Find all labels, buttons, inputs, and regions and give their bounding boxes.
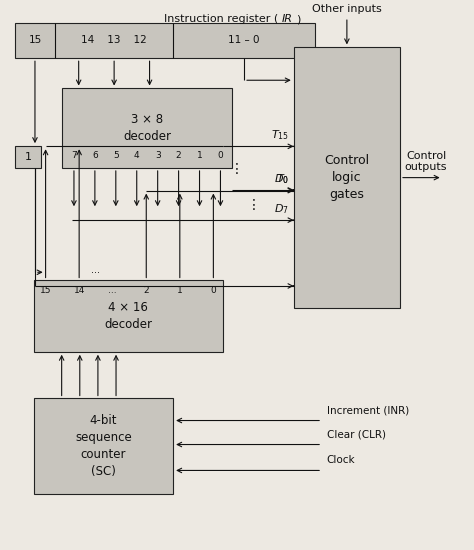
Text: 4 × 16
decoder: 4 × 16 decoder: [104, 301, 152, 331]
Text: 1: 1: [24, 152, 31, 162]
Text: 1: 1: [177, 286, 182, 295]
Text: 4-bit
sequence
counter
(SC): 4-bit sequence counter (SC): [75, 415, 132, 478]
Bar: [15, 23, 315, 58]
Text: 5: 5: [113, 151, 118, 161]
Text: Control
outputs: Control outputs: [405, 151, 447, 172]
Text: 4: 4: [134, 151, 139, 161]
Text: Control
logic
gates: Control logic gates: [324, 154, 369, 201]
Text: IR: IR: [282, 14, 293, 24]
Text: Clock: Clock: [327, 455, 356, 465]
Bar: [34, 280, 223, 352]
Text: Other inputs: Other inputs: [312, 4, 382, 14]
Text: $T_0$: $T_0$: [276, 173, 289, 186]
Text: 2: 2: [144, 286, 149, 295]
Text: 14: 14: [73, 286, 85, 295]
Text: $D_7$: $D_7$: [274, 202, 289, 216]
Text: 0: 0: [210, 286, 216, 295]
Text: ...: ...: [91, 265, 100, 274]
Text: ...: ...: [109, 286, 117, 295]
Text: Clear (CLR): Clear (CLR): [327, 429, 386, 439]
Text: 3 × 8
decoder: 3 × 8 decoder: [123, 113, 171, 143]
Text: Instruction register (: Instruction register (: [164, 14, 278, 24]
Text: 2: 2: [176, 151, 182, 161]
Bar: [294, 47, 400, 308]
Bar: [62, 89, 232, 168]
Text: 6: 6: [92, 151, 98, 161]
Text: ⋮: ⋮: [246, 198, 261, 212]
Text: 0: 0: [218, 151, 223, 161]
Text: 15: 15: [28, 35, 42, 46]
Text: 1: 1: [197, 151, 202, 161]
Text: 14    13    12: 14 13 12: [81, 35, 147, 46]
Text: ⋮: ⋮: [230, 162, 244, 175]
Text: 3: 3: [155, 151, 161, 161]
Text: 15: 15: [40, 286, 51, 295]
Text: $D_0$: $D_0$: [274, 172, 289, 185]
Text: Increment (INR): Increment (INR): [327, 405, 409, 415]
Text: $T_{15}$: $T_{15}$: [271, 128, 289, 142]
Text: 7: 7: [71, 151, 77, 161]
Bar: [15, 146, 41, 168]
Bar: [34, 398, 173, 494]
Text: 11 – 0: 11 – 0: [228, 35, 260, 46]
Text: ): ): [296, 14, 301, 24]
